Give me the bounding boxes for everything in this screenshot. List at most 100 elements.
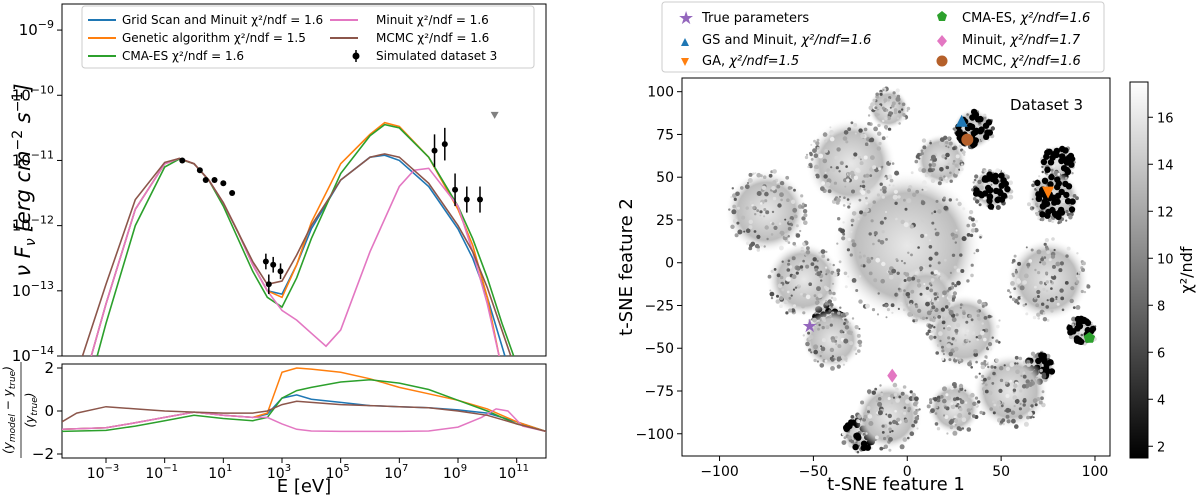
tsne-point (843, 331, 847, 334)
tsne-point (1046, 250, 1051, 255)
tsne-point (976, 314, 980, 318)
tsne-point (1019, 389, 1023, 393)
tsne-point (875, 92, 879, 97)
tsne-point (911, 423, 915, 428)
tsne-point (1001, 418, 1006, 423)
tsne-point (1045, 271, 1049, 275)
tsne-point (802, 209, 808, 214)
tsne-point (1013, 405, 1016, 408)
tsne-point (863, 188, 866, 191)
tsne-point (952, 430, 958, 436)
tsne-point (944, 305, 949, 309)
tsne-point (896, 277, 901, 282)
tsne-point (955, 198, 959, 201)
tsne-marker-minuit (887, 368, 898, 383)
tsne-point (1010, 410, 1016, 415)
tsne-point (836, 147, 841, 152)
tsne-point (917, 246, 920, 249)
tsne-point (960, 269, 965, 273)
tsne-point (933, 316, 937, 320)
tsne-point (1065, 176, 1068, 180)
tsne-point (973, 352, 978, 357)
tsne-point (1036, 289, 1041, 295)
tsne-point (899, 302, 903, 306)
sed-data-point (262, 258, 269, 265)
tsne-point (975, 248, 980, 253)
tsne-point (842, 363, 846, 366)
tsne-point (841, 432, 845, 436)
sed-data-point (196, 167, 203, 174)
tsne-point (929, 140, 932, 143)
tsne-point (1080, 333, 1084, 337)
tsne-point (868, 421, 874, 426)
tsne-point (756, 172, 761, 178)
tsne-ytick-label: 0 (665, 256, 674, 272)
tsne-point (835, 166, 839, 170)
tsne-point (939, 137, 945, 143)
tsne-point (888, 427, 892, 432)
tsne-point (889, 106, 892, 109)
tsne-point (802, 242, 806, 246)
tsne-point (990, 126, 995, 131)
tsne-point (900, 259, 904, 263)
tsne-point (1040, 396, 1044, 401)
tsne-point (1055, 296, 1058, 299)
tsne-point (778, 222, 782, 225)
tsne-point (973, 178, 977, 182)
tsne-point (776, 184, 781, 189)
tsne-point (1050, 309, 1054, 313)
tsne-point (769, 289, 772, 292)
tsne-point (959, 399, 965, 405)
tsne-point (945, 152, 950, 158)
tsne-point (1041, 273, 1046, 278)
tsne-point (966, 332, 969, 335)
tsne-point (1058, 268, 1063, 273)
tsne-point (930, 271, 934, 275)
tsne-point (943, 258, 947, 262)
tsne-point (785, 311, 789, 315)
tsne-point (1032, 416, 1035, 419)
tsne-point (815, 273, 818, 276)
tsne-point (1028, 259, 1033, 263)
tsne-point (920, 200, 926, 206)
tsne-point (1032, 206, 1035, 210)
tsne-point (1055, 298, 1058, 301)
tsne-point-best (973, 190, 980, 197)
tsne-point (896, 121, 899, 124)
tsne-point (752, 206, 756, 210)
tsne-point (812, 317, 817, 323)
residual-xtick-mantissa: 10 (443, 466, 461, 482)
tsne-point (928, 256, 933, 261)
tsne-point (921, 138, 927, 143)
tsne-point (855, 289, 859, 292)
tsne-point (1023, 421, 1029, 427)
tsne-point (855, 352, 858, 355)
tsne-point (948, 141, 953, 146)
legend-text-cmaes: CMA-ES χ²/ndf = 1.6 (122, 49, 244, 63)
tsne-point (970, 322, 974, 327)
residual-xtick-label: 105 (326, 463, 350, 482)
tsne-point (805, 250, 811, 255)
tsne-point (942, 196, 946, 200)
tsne-point (986, 363, 989, 366)
tsne-point (977, 179, 982, 185)
tsne-point (747, 178, 753, 183)
tsne-point (1049, 297, 1055, 303)
legend-marker-simulated (352, 52, 360, 60)
tsne-point (1013, 254, 1017, 258)
tsne-point (1001, 402, 1005, 405)
tsne-point (825, 286, 830, 292)
tsne-point (829, 134, 832, 138)
tsne-point (981, 322, 984, 325)
tsne-point (936, 204, 941, 209)
tsne-point (845, 165, 848, 168)
tsne-marker-mcmc (961, 133, 974, 146)
tsne-point (787, 234, 790, 238)
tsne-point (834, 155, 839, 160)
sed-data-point (265, 281, 272, 288)
tsne-point (933, 326, 936, 329)
tsne-point (886, 116, 892, 121)
tsne-point (752, 172, 755, 176)
tsne-point (857, 419, 861, 424)
tsne-point (931, 212, 934, 215)
